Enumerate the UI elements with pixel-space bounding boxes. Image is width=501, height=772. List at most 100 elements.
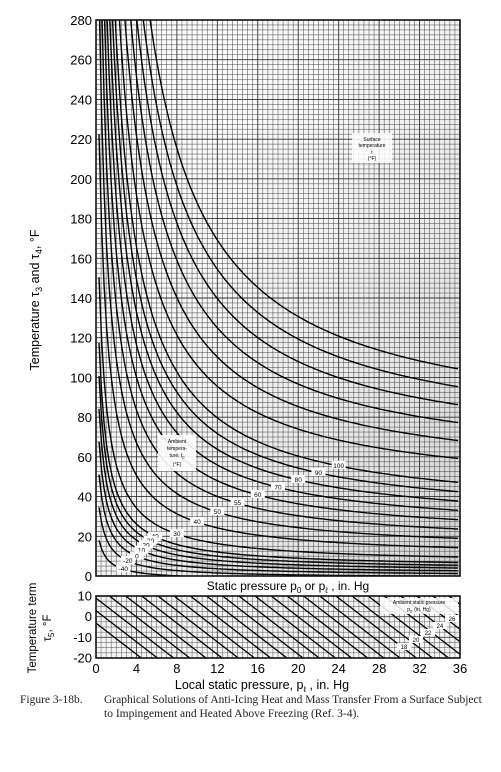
surface-curve-label: 50 (214, 509, 222, 516)
pressure-curve (253, 596, 337, 658)
pressure-note-unit: (in. Hg) (414, 607, 431, 613)
pressure-curve-label: 22 (425, 631, 432, 637)
figure-number: Figure 3-18b. (20, 694, 83, 706)
top-y-label-and: and (28, 259, 42, 287)
temperature-curve (98, 540, 201, 576)
top-y-tick-label: 120 (70, 331, 92, 346)
top-y-tick-label: 60 (78, 450, 92, 465)
bottom-y-label-sub: 5 (47, 632, 56, 637)
bottom-y-label-tau: τ (42, 637, 54, 642)
bottom-plot-frame (95, 595, 461, 659)
top-y-tick-label: 260 (70, 53, 92, 68)
top-y-label-part1: Temperature (28, 297, 42, 371)
surface-curve-label: 55 (234, 500, 242, 507)
top-plot: 020406080100120140160180200220240260280 … (28, 13, 461, 595)
ambient-note-line3-sub: 0 (182, 455, 185, 460)
bottom-x-tick-label: 12 (210, 661, 224, 676)
top-y-tick-label: 20 (78, 529, 92, 544)
pressure-curve (367, 596, 450, 658)
top-y-tick-label: 200 (70, 172, 92, 187)
pressure-curve-label: 20 (413, 638, 420, 644)
curve-label-bg (291, 474, 306, 483)
top-y-tick-label: 220 (70, 132, 92, 147)
curve-label-bg (134, 545, 149, 554)
temperature-curve (103, 20, 459, 521)
top-y-label-tau3: τ (28, 292, 42, 297)
pressure-curve (351, 596, 434, 658)
bottom-y-tick-label: -20 (73, 651, 92, 666)
figure-caption-text: Graphical Solutions of Anti-Icing Heat a… (104, 694, 482, 720)
top-y-axis-label: Temperature τ3 and τ4, °F (28, 229, 44, 370)
pressure-label-bg (445, 615, 459, 622)
curve-label-bg (148, 531, 163, 540)
ambient-note-line3: ture, t0 (169, 453, 185, 460)
curve-label-bg (143, 535, 158, 544)
surface-note-line3: t (371, 150, 373, 156)
top-y-tick-label: 240 (70, 92, 92, 107)
temperature-curve (98, 474, 458, 575)
ambient-note-line4: (°F) (173, 462, 182, 468)
bottom-x-label-unit: , in. Hg (306, 678, 349, 692)
bottom-y-tick-label: 10 (78, 589, 92, 604)
bottom-y-axis-label-line1: Temperature term (27, 583, 39, 674)
pressure-curve-label: 18 (401, 645, 408, 651)
surface-temperature-note: Surface temperature t (°F) (352, 133, 392, 163)
temperature-curve (98, 408, 458, 569)
pressure-curve (237, 596, 321, 658)
top-y-label-tau4: τ (28, 254, 42, 259)
bottom-y-label-unit: , °F (42, 614, 54, 632)
top-y-tick-label: 180 (70, 212, 92, 227)
pressure-curve (124, 596, 208, 658)
top-y-label-sub3: 3 (34, 287, 44, 292)
bottom-y-tick-label: -10 (73, 630, 92, 645)
pressure-curve (205, 596, 288, 658)
curve-label-bg (116, 564, 131, 573)
bottom-x-label-part1: Local static pressure, p (175, 678, 304, 692)
surface-curve-label: 30 (173, 531, 181, 538)
surface-curve-label: 60 (254, 492, 262, 499)
bottom-x-tick-labels: 0 4 8 12 16 20 24 28 32 36 (92, 661, 467, 676)
pressure-curve (318, 596, 402, 658)
pressure-curve-label: 26 (449, 617, 456, 623)
top-y-tick-label: 80 (78, 410, 92, 425)
pressure-curve (189, 596, 272, 658)
temperature-curve (136, 20, 459, 406)
pressure-curve (448, 596, 460, 606)
top-plot-frame (95, 19, 461, 577)
curve-label-bg (169, 529, 184, 538)
curve-label-bg (210, 507, 225, 516)
pressure-curve (460, 592, 501, 662)
bottom-x-tick-label: 0 (92, 661, 99, 676)
bottom-plot: 10 0 -10 -20 0 4 8 12 16 20 24 28 32 36 26 24 22 20 18 A… (27, 583, 501, 694)
bottom-x-tick-label: 28 (372, 661, 386, 676)
curve-label-bg (230, 498, 245, 507)
bottom-x-tick-label: 20 (291, 661, 305, 676)
curve-label-bg (311, 467, 326, 476)
top-y-label-sub4: 4 (34, 249, 44, 254)
top-y-tick-label: 40 (78, 490, 92, 505)
ambient-curve-label: 10 (138, 548, 146, 555)
pressure-curve-labels: 26 24 22 20 18 (397, 615, 459, 651)
top-grid (96, 20, 460, 576)
bottom-x-label-sub: ℓ (302, 685, 306, 694)
pressure-curve (96, 622, 143, 658)
surface-curve-label: 70 (274, 484, 282, 491)
curve-label-bg (129, 551, 144, 560)
pressure-curve (96, 609, 159, 658)
surface-curve-label: 40 (193, 519, 201, 526)
bottom-x-tick-label: 4 (133, 661, 140, 676)
curve-label-bg (331, 460, 346, 469)
bottom-y-axis-label-line2: τ5, °F (42, 614, 56, 641)
surface-curve-label: 100 (333, 463, 344, 470)
bottom-y-tick-label: 0 (85, 609, 92, 624)
top-y-tick-label: 100 (70, 370, 92, 385)
temperature-curve (149, 20, 459, 370)
top-x-label-sub0: 0 (297, 586, 302, 595)
pressure-note-sub: 0 (410, 609, 413, 614)
bottom-x-tick-label: 32 (412, 661, 426, 676)
pressure-curve (96, 597, 175, 658)
curve-label-bg (271, 482, 285, 491)
top-y-tick-label: 160 (70, 251, 92, 266)
